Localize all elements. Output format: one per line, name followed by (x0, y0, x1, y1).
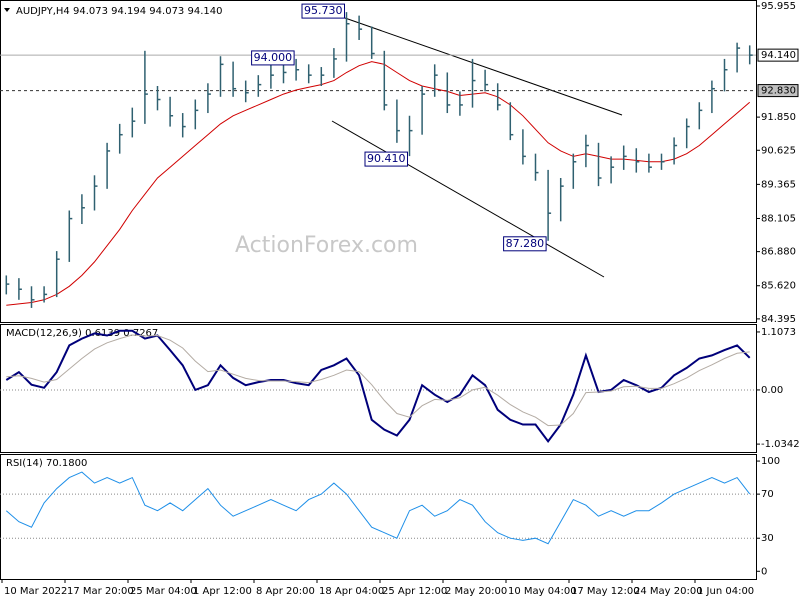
annotation-label: 94.000 (254, 51, 293, 64)
trend-line (331, 120, 605, 278)
y-tick-label: 0.00 (761, 385, 783, 396)
annotation-label: 87.280 (506, 237, 545, 250)
y-tick-label: 84.395 (761, 314, 796, 325)
y-tick-label: 88.105 (761, 213, 796, 224)
y-tick-label: 0 (761, 566, 767, 577)
moving-average (6, 61, 751, 306)
level-label-box (757, 84, 799, 98)
x-tick-label: 2 May 20:00 (445, 586, 507, 597)
y-tick-label: 90.625 (761, 145, 796, 156)
y-tick-label: 100 (761, 456, 780, 467)
indicator-line (5, 471, 751, 545)
x-tick-label: 17 May 12:00 (571, 586, 640, 597)
annotation-box (503, 236, 547, 252)
title-arrow (4, 8, 10, 12)
price-panel (0, 0, 757, 323)
annotation-box (301, 3, 345, 19)
indicator-line (5, 329, 751, 443)
level-label: 94.140 (761, 50, 796, 61)
x-tick-label: 25 Apr 12:00 (382, 586, 447, 597)
y-tick-label: -1.0342 (761, 439, 800, 450)
x-tick-label: 24 May 20:00 (634, 586, 703, 597)
x-tick-label: 10 May 04:00 (508, 586, 577, 597)
annotation-label: 95.730 (304, 4, 343, 17)
x-tick-label: 18 Apr 04:00 (319, 586, 384, 597)
y-tick-label: 1.1073 (761, 327, 796, 338)
level-label: 92.830 (761, 86, 796, 97)
macd-title: MACD(12,26,9) 0.6139 0.7267 (6, 328, 158, 339)
x-tick-label: 17 Mar 20:00 (67, 586, 134, 597)
y-tick-label: 86.880 (761, 247, 796, 258)
x-tick-label: 25 Mar 04:00 (130, 586, 197, 597)
indicator-line (6, 334, 750, 427)
y-tick-label: 85.620 (761, 281, 796, 292)
level-label-box (757, 48, 799, 62)
chart-title: AUDJPY,H4 94.073 94.194 94.073 94.140 (16, 6, 222, 17)
annotation-label: 90.410 (367, 152, 406, 165)
y-tick-label: 70 (761, 489, 774, 500)
annotation-box (251, 50, 295, 66)
x-tick-label: 1 Apr 12:00 (193, 586, 252, 597)
y-tick-label: 91.850 (761, 112, 796, 123)
annotation-box (364, 151, 408, 167)
rsi-panel (0, 454, 757, 580)
y-tick-label: 89.365 (761, 179, 796, 190)
trend-line (344, 17, 623, 116)
x-tick-label: 1 Jun 04:00 (697, 586, 754, 597)
macd-panel (0, 324, 757, 453)
x-tick-label: 8 Apr 20:00 (256, 586, 315, 597)
watermark: ActionForex.com (235, 233, 418, 258)
x-tick-label: 10 Mar 2022 (4, 586, 67, 597)
y-tick-label: 30 (761, 533, 774, 544)
y-tick-label: 95.955 (761, 1, 796, 12)
rsi-title: RSI(14) 70.1800 (6, 458, 87, 469)
